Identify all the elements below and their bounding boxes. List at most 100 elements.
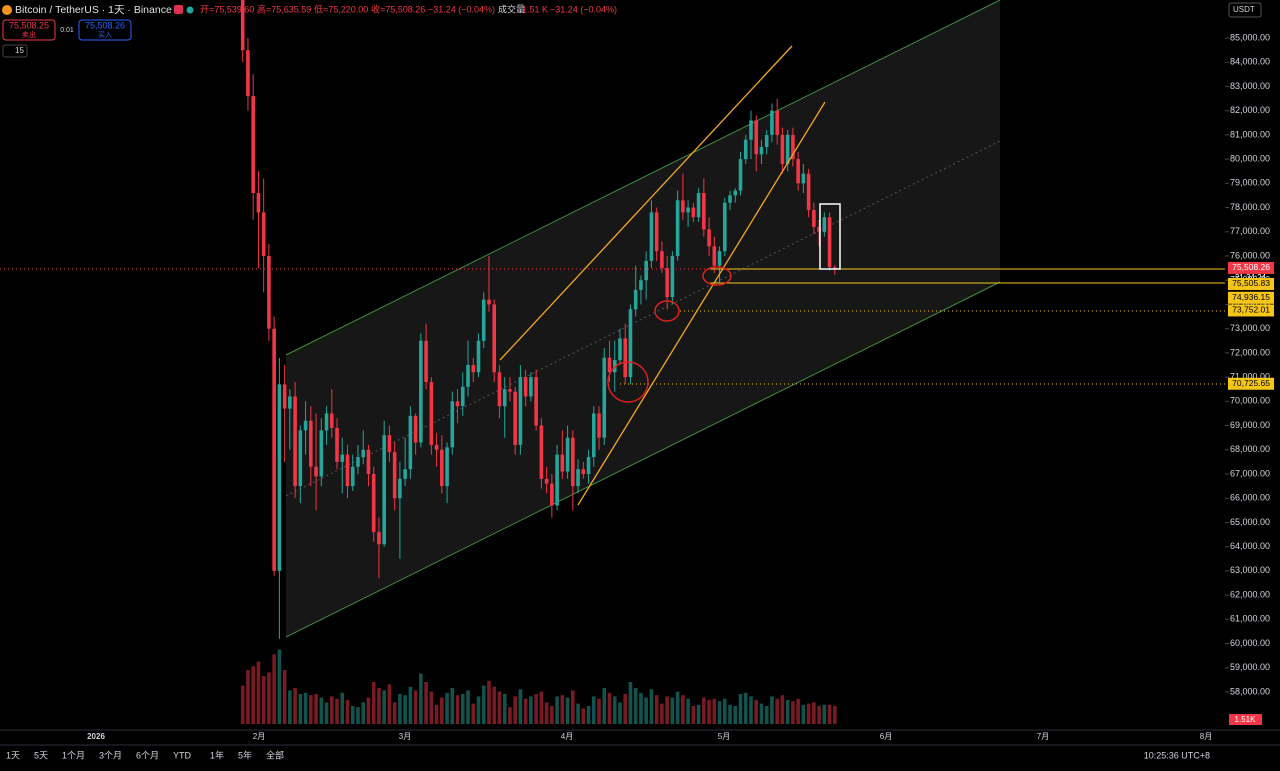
candle-body (466, 365, 470, 387)
volume-bar (361, 702, 366, 724)
x-tick-label: 3月 (399, 732, 411, 741)
candle-body (764, 134, 769, 148)
candle-body (455, 401, 460, 407)
volume-bar (822, 704, 827, 724)
range-button[interactable]: 5天 (34, 750, 48, 760)
range-button[interactable]: 全部 (266, 749, 284, 760)
volume-bar (712, 698, 717, 724)
candle-body (502, 389, 507, 407)
volume: 1.51 K (522, 4, 548, 14)
candle-body (471, 365, 476, 373)
volume-bar (817, 706, 821, 724)
range-button[interactable]: YTD (173, 750, 192, 760)
candle-body (329, 413, 334, 428)
volume-bar (702, 697, 706, 724)
volume-bar (382, 690, 386, 724)
x-tick-label: 2026 (87, 732, 105, 741)
volume-bar (812, 702, 816, 724)
volume-bar (681, 695, 685, 724)
volume-bar (508, 707, 512, 724)
y-tick-label: 77,000.00 (1230, 226, 1270, 236)
volume-bar (775, 698, 779, 724)
x-tick-label: 7月 (1037, 732, 1049, 741)
candle-body (460, 386, 465, 407)
candle-body (618, 338, 622, 361)
volume-bar (539, 691, 544, 724)
volume-bar (586, 706, 591, 724)
box-marker (819, 203, 841, 270)
y-tick-label: 59,000.00 (1230, 662, 1270, 672)
buy-button[interactable] (78, 19, 132, 41)
volume-bar (267, 672, 271, 724)
candle-body (686, 207, 690, 213)
volume-bar (445, 692, 449, 724)
candle-body (445, 447, 449, 487)
volume-bar (261, 676, 266, 724)
volume-bar (392, 702, 397, 724)
candle-body (555, 454, 559, 506)
candle-body (403, 469, 407, 479)
sell-label[interactable]: 卖出 (22, 30, 36, 39)
candle-body (728, 195, 732, 203)
volume-bar (576, 703, 580, 724)
volume-bar (350, 706, 355, 724)
volume-bar (377, 688, 381, 724)
volume-bar (749, 696, 753, 724)
y-tick-label: 80,000.00 (1230, 154, 1270, 164)
candle-body (303, 420, 308, 431)
candle-body (408, 415, 413, 470)
volume-bar (806, 703, 811, 724)
range-button[interactable]: 1天 (6, 750, 20, 760)
range-button[interactable]: 1年 (210, 749, 224, 760)
ohlc-high: 高=75,635.59 (257, 3, 311, 14)
sell-button[interactable] (2, 19, 56, 41)
y-tick-label: 74,000.00 (1230, 299, 1270, 309)
countdown: 21:34:24 (1235, 273, 1267, 282)
candle-body (440, 449, 444, 487)
volume-bar (560, 695, 565, 724)
circle-marker (702, 266, 732, 286)
range-button[interactable]: 1个月 (62, 750, 85, 760)
volume-bar (340, 692, 345, 724)
price-badge-label: 74,936.15 (1232, 292, 1270, 302)
status-dot (186, 6, 194, 14)
y-tick-label: 72,000.00 (1230, 347, 1270, 357)
candle-body (340, 454, 345, 462)
candle-body (712, 246, 717, 266)
y-tick-label: 69,000.00 (1230, 420, 1270, 430)
interval-box[interactable] (2, 44, 28, 58)
range-button[interactable]: 3个月 (99, 750, 122, 760)
candle-body (539, 425, 544, 479)
candle-body (639, 280, 643, 290)
candle-body (770, 110, 774, 135)
volume-bar (345, 700, 350, 724)
candle-body (529, 377, 533, 397)
volume-bar (356, 707, 360, 724)
sell-price[interactable]: 75,508.25 (9, 20, 49, 30)
buy-label[interactable]: 买入 (98, 31, 112, 39)
interval[interactable]: 15 (15, 46, 24, 55)
volume-bar (534, 694, 538, 724)
candle-body (240, 0, 245, 51)
y-tick-label: 66,000.00 (1230, 493, 1270, 503)
volume-bar (649, 689, 654, 724)
volume-bar (529, 696, 533, 724)
candle-body (450, 401, 455, 448)
price-badge (1228, 261, 1274, 274)
range-button[interactable]: 6个月 (136, 750, 159, 760)
volume-bar (691, 706, 696, 724)
buy-price[interactable]: 75,508.26 (85, 20, 125, 30)
candle-body (319, 430, 324, 477)
candle-body (282, 384, 287, 409)
candle-body (267, 256, 271, 329)
currency[interactable]: USDT (1233, 5, 1255, 14)
price-badge-label: 73,752.01 (1232, 305, 1270, 315)
price-badge (1228, 277, 1274, 290)
candle-body (345, 454, 350, 487)
trend-line (499, 45, 793, 361)
currency-box[interactable] (1228, 2, 1262, 18)
range-button[interactable]: 5年 (238, 749, 252, 760)
volume-bar (523, 698, 528, 724)
volume-bar (754, 700, 759, 724)
x-tick-label: 2月 (253, 732, 265, 741)
